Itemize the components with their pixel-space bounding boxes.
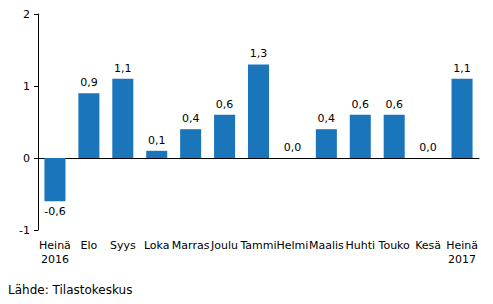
svg-text:0,0: 0,0: [419, 141, 437, 154]
svg-text:0,4: 0,4: [318, 112, 336, 125]
svg-text:0,1: 0,1: [148, 134, 166, 147]
svg-text:0,6: 0,6: [352, 98, 370, 111]
svg-text:Helmi: Helmi: [276, 239, 308, 252]
svg-text:Heinä: Heinä: [446, 239, 478, 252]
svg-text:Loka: Loka: [144, 239, 170, 252]
svg-text:2017: 2017: [448, 253, 476, 266]
svg-text:1: 1: [23, 80, 30, 93]
svg-text:Touko: Touko: [378, 239, 411, 252]
svg-text:2: 2: [23, 8, 30, 21]
svg-text:Huhti: Huhti: [345, 239, 375, 252]
svg-text:Tammi: Tammi: [239, 239, 276, 252]
svg-text:0,9: 0,9: [80, 76, 98, 89]
svg-text:Maalis: Maalis: [309, 239, 344, 252]
svg-text:Lähde: Tilastokeskus: Lähde: Tilastokeskus: [8, 283, 132, 297]
svg-text:2016: 2016: [41, 253, 69, 266]
svg-text:0,6: 0,6: [216, 98, 234, 111]
svg-text:Joulu: Joulu: [210, 239, 238, 252]
svg-text:0,0: 0,0: [284, 141, 302, 154]
svg-text:0: 0: [23, 152, 30, 165]
svg-text:1,1: 1,1: [453, 62, 471, 75]
svg-text:0,6: 0,6: [385, 98, 403, 111]
svg-text:-0,6: -0,6: [44, 205, 65, 218]
svg-text:-1: -1: [19, 224, 30, 237]
svg-text:1,1: 1,1: [114, 62, 132, 75]
svg-text:Heinä: Heinä: [39, 239, 71, 252]
svg-text:Kesä: Kesä: [415, 239, 441, 252]
svg-text:0,4: 0,4: [182, 112, 200, 125]
svg-text:1,3: 1,3: [250, 47, 268, 60]
svg-text:Marras: Marras: [172, 239, 210, 252]
svg-text:Syys: Syys: [110, 239, 136, 252]
svg-text:Elo: Elo: [81, 239, 98, 252]
